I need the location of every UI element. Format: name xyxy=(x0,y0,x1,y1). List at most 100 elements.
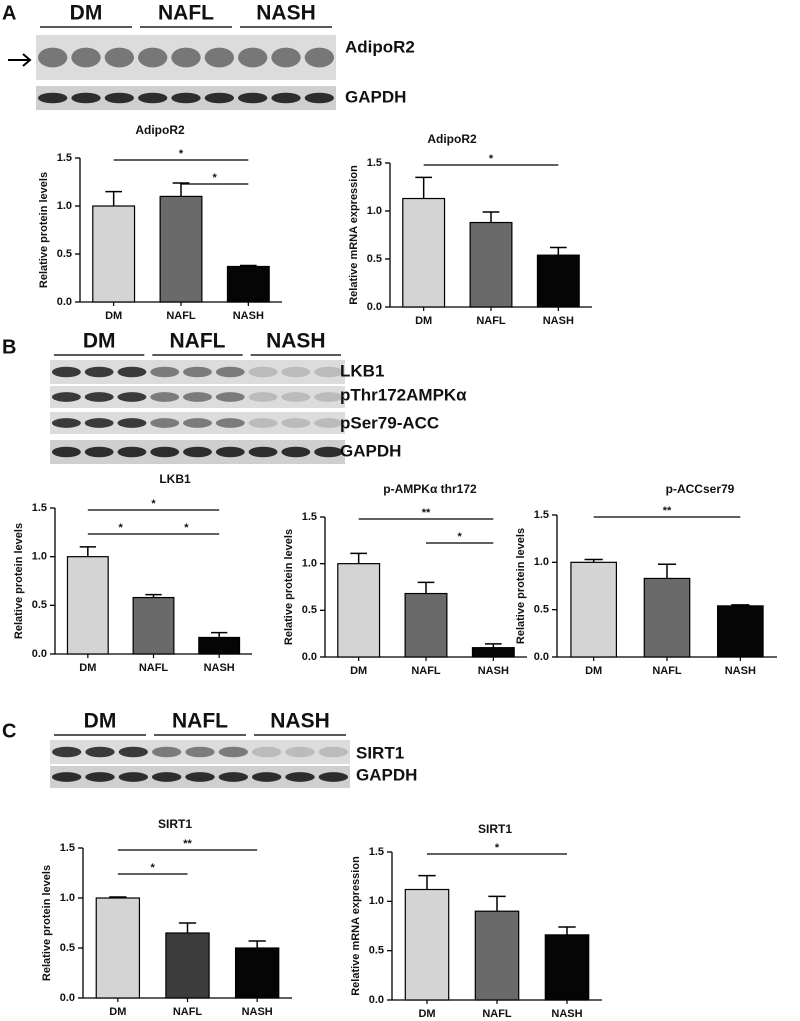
y-tick-label: 0.0 xyxy=(534,651,549,663)
bar xyxy=(159,195,203,303)
y-tick-label: 1.0 xyxy=(57,200,72,212)
panel-label: B xyxy=(2,336,16,358)
band xyxy=(183,418,212,428)
chart-title: p-ACCser79 xyxy=(666,482,735,496)
band xyxy=(251,772,282,782)
y-tick-label: 0.0 xyxy=(367,301,382,313)
band xyxy=(85,772,115,782)
band xyxy=(138,47,168,68)
y-tick-label: 0.5 xyxy=(57,248,72,260)
band xyxy=(285,772,315,782)
chart-title: SIRT1 xyxy=(158,817,192,831)
band xyxy=(171,92,201,104)
band xyxy=(218,772,248,782)
bar xyxy=(132,596,175,655)
y-tick-label: 1.5 xyxy=(302,511,317,523)
band xyxy=(314,446,344,458)
band xyxy=(218,746,248,758)
x-tick-label: DM xyxy=(415,315,432,327)
y-axis-label: Relative mRNA expression xyxy=(350,856,362,996)
significance-label: * xyxy=(119,522,124,534)
y-tick-label: 0.0 xyxy=(369,994,384,1006)
band xyxy=(104,47,134,68)
y-tick-label: 1.0 xyxy=(367,205,382,217)
band xyxy=(183,392,212,402)
band xyxy=(85,746,115,758)
group-label: NAFL xyxy=(170,330,226,353)
band xyxy=(318,772,349,782)
band xyxy=(84,392,114,402)
y-axis-label: Relative protein levels xyxy=(41,865,53,981)
band xyxy=(117,418,147,428)
significance-label: * xyxy=(213,172,218,184)
y-tick-label: 0.5 xyxy=(369,945,384,957)
y-tick-label: 1.5 xyxy=(534,509,549,521)
band xyxy=(314,418,344,428)
band xyxy=(51,772,82,782)
band xyxy=(215,392,245,402)
significance-label: ** xyxy=(183,838,192,850)
bar xyxy=(544,934,590,1001)
group-label: NAFL xyxy=(172,710,228,733)
bar xyxy=(474,910,520,1001)
band xyxy=(51,446,81,458)
band xyxy=(248,418,278,428)
x-tick-label: NAFL xyxy=(411,665,441,677)
band xyxy=(185,772,215,782)
blot-label: pSer79-ACC xyxy=(340,413,439,432)
bar xyxy=(471,647,515,658)
bar xyxy=(536,254,580,308)
blot xyxy=(50,412,345,434)
band xyxy=(51,418,81,428)
significance-label: ** xyxy=(422,507,431,519)
y-axis-label: Relative mRNA expression xyxy=(348,165,360,305)
y-tick-label: 0.0 xyxy=(57,296,72,308)
band xyxy=(304,47,335,68)
band xyxy=(183,446,212,458)
band xyxy=(104,92,134,104)
band xyxy=(51,392,81,402)
band xyxy=(171,47,201,68)
y-tick-label: 1.0 xyxy=(302,558,317,570)
blot xyxy=(50,386,345,408)
band xyxy=(51,366,81,378)
band xyxy=(248,392,278,402)
x-tick-label: NASH xyxy=(233,310,264,322)
band xyxy=(271,92,301,104)
x-tick-label: DM xyxy=(350,665,367,677)
band xyxy=(183,366,212,378)
y-tick-label: 0.5 xyxy=(367,253,382,265)
bar xyxy=(226,265,270,303)
band xyxy=(152,746,182,758)
y-tick-label: 0.5 xyxy=(60,942,75,954)
x-tick-label: DM xyxy=(418,1008,435,1020)
bar xyxy=(570,561,618,658)
group-label: DM xyxy=(84,710,117,733)
y-tick-label: 0.0 xyxy=(60,992,75,1004)
x-tick-label: NASH xyxy=(204,662,235,674)
band xyxy=(281,446,311,458)
x-tick-label: DM xyxy=(79,662,96,674)
band xyxy=(248,366,278,378)
x-tick-label: NASH xyxy=(551,1008,582,1020)
band xyxy=(150,446,180,458)
chart-title: LKB1 xyxy=(159,472,191,486)
x-tick-label: NASH xyxy=(725,665,756,677)
group-label: NASH xyxy=(256,2,316,25)
bar xyxy=(716,605,764,658)
blot-label: AdipoR2 xyxy=(345,37,415,56)
bar xyxy=(198,636,241,655)
significance-label: * xyxy=(151,862,156,874)
y-tick-label: 1.5 xyxy=(367,157,382,169)
significance-label: ** xyxy=(663,505,672,517)
band xyxy=(215,418,245,428)
y-tick-label: 1.5 xyxy=(369,846,384,858)
panel-label: A xyxy=(2,2,16,24)
band xyxy=(238,47,268,68)
band xyxy=(71,92,101,104)
y-axis-label: Relative protein levels xyxy=(515,528,527,644)
band xyxy=(150,392,180,402)
x-tick-label: NASH xyxy=(543,315,574,327)
y-tick-label: 1.0 xyxy=(32,551,47,563)
